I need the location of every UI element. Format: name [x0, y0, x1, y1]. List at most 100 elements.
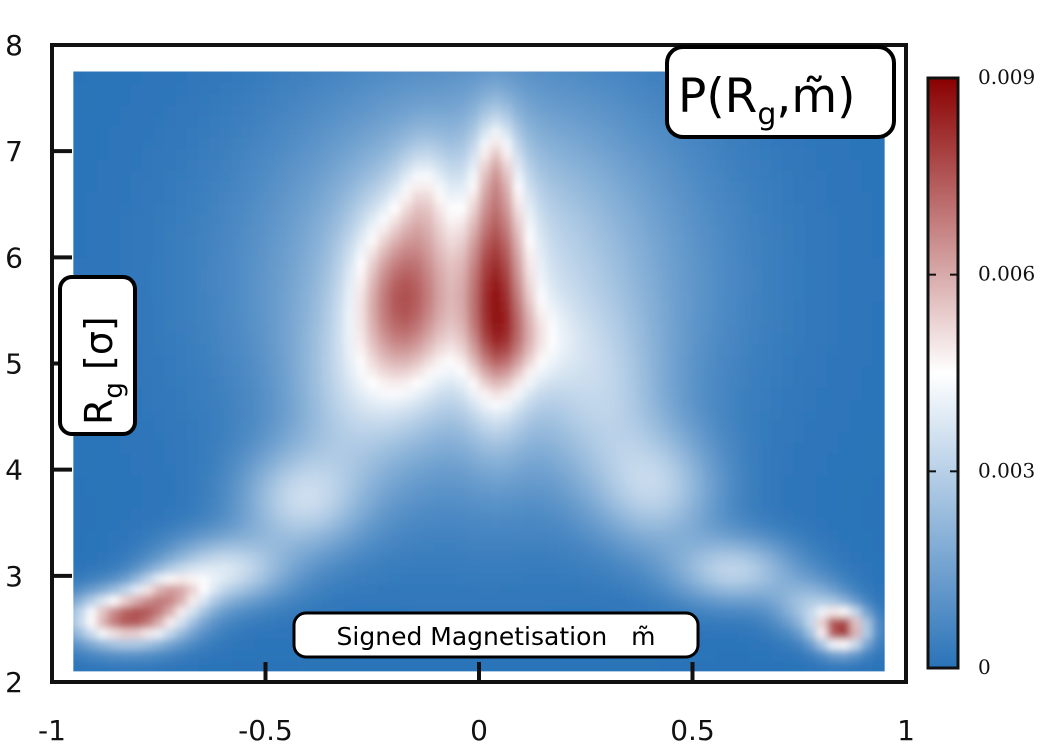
heatmap-cell: [108, 235, 121, 247]
heatmap-cell: [198, 540, 210, 552]
heatmap-cell: [153, 518, 165, 531]
heatmap-cell: [714, 518, 727, 531]
heatmap-cell: [254, 398, 267, 411]
heatmap-cell: [422, 82, 435, 95]
heatmap-cell: [827, 551, 840, 563]
heatmap-cell: [220, 82, 233, 95]
heatmap-cell: [96, 583, 109, 596]
heatmap-cell: [535, 278, 548, 291]
heatmap-cell: [422, 409, 435, 422]
heatmap-cell: [265, 464, 278, 476]
heatmap-cell: [535, 82, 548, 95]
heatmap-cell: [670, 594, 682, 607]
heatmap-cell: [400, 202, 413, 215]
heatmap-cell: [445, 93, 458, 106]
heatmap-cell: [355, 257, 368, 269]
heatmap-cell: [827, 333, 840, 345]
heatmap-cell: [479, 300, 491, 313]
heatmap-cell: [591, 246, 604, 258]
heatmap-cell: [636, 474, 649, 487]
heatmap-cell: [613, 594, 626, 607]
heatmap-cell: [872, 224, 885, 236]
heatmap-cell: [130, 660, 143, 672]
heatmap-cell: [625, 485, 637, 498]
heatmap-cell: [310, 82, 323, 95]
heatmap-cell: [737, 507, 750, 520]
heatmap-cell: [467, 453, 480, 465]
heatmap-cell: [737, 420, 750, 432]
heatmap-cell: [164, 224, 177, 236]
heatmap-cell: [434, 529, 446, 541]
heatmap-cell: [546, 115, 559, 127]
heatmap-cell: [276, 540, 289, 552]
heatmap-cell: [557, 71, 570, 84]
heatmap-cell: [310, 485, 323, 498]
heatmap-cell: [130, 267, 143, 280]
heatmap-cell: [737, 518, 750, 531]
heatmap-cell: [445, 137, 458, 149]
heatmap-cell: [523, 355, 536, 367]
heatmap-cell: [490, 431, 503, 443]
heatmap-cell: [243, 289, 255, 302]
heatmap-cell: [681, 409, 694, 422]
heatmap-cell: [141, 453, 154, 465]
heatmap-cell: [636, 191, 649, 204]
heatmap-cell: [681, 398, 694, 411]
heatmap-cell: [782, 420, 795, 432]
heatmap-cell: [299, 366, 312, 378]
heatmap-cell: [231, 507, 244, 520]
heatmap-cell: [434, 507, 446, 520]
heatmap-cell: [377, 551, 390, 563]
heatmap-cell: [523, 583, 536, 596]
heatmap-cell: [602, 224, 615, 236]
heatmap-cell: [748, 594, 761, 607]
heatmap-cell: [321, 496, 334, 509]
heatmap-cell: [389, 71, 401, 84]
heatmap-cell: [568, 93, 581, 106]
heatmap-cell: [501, 235, 514, 247]
heatmap-cell: [332, 104, 345, 117]
heatmap-cell: [580, 278, 592, 291]
heatmap-cell: [119, 540, 132, 552]
heatmap-cell: [512, 551, 525, 563]
heatmap-cell: [748, 540, 761, 552]
heatmap-cell: [332, 540, 345, 552]
heatmap-cell: [310, 180, 323, 193]
heatmap-cell: [299, 529, 312, 541]
heatmap-cell: [714, 551, 727, 563]
heatmap-cell: [580, 322, 592, 334]
heatmap-cell: [467, 137, 480, 149]
heatmap-cell: [389, 289, 401, 302]
heatmap-cell: [479, 137, 491, 149]
heatmap-cell: [782, 442, 795, 454]
heatmap-cell: [726, 551, 739, 563]
heatmap-cell: [602, 267, 615, 280]
heatmap-cell: [568, 71, 581, 84]
heatmap-cell: [321, 333, 334, 345]
heatmap-cell: [299, 453, 312, 465]
x-tick-label: -0.5: [238, 714, 293, 747]
heatmap-cell: [310, 257, 323, 269]
heatmap-cell: [377, 398, 390, 411]
heatmap-cell: [153, 246, 165, 258]
heatmap-cell: [771, 344, 783, 356]
heatmap-cell: [501, 169, 514, 182]
heatmap-cell: [479, 344, 491, 356]
heatmap-cell: [287, 442, 300, 454]
heatmap-cell: [175, 605, 188, 618]
heatmap-cell: [748, 387, 761, 400]
heatmap-cell: [625, 235, 637, 247]
heatmap-cell: [85, 202, 98, 215]
heatmap-cell: [209, 355, 222, 367]
heatmap-cell: [580, 409, 592, 422]
heatmap-cell: [467, 71, 480, 73]
heatmap-cell: [434, 409, 446, 422]
heatmap-cell: [737, 376, 750, 389]
heatmap-cell: [153, 540, 165, 552]
heatmap-cell: [389, 213, 401, 225]
heatmap-cell: [186, 224, 199, 236]
heatmap-cell: [411, 442, 424, 454]
heatmap-cell: [377, 180, 390, 193]
heatmap-cell: [838, 518, 851, 531]
heatmap-cell: [445, 420, 458, 432]
